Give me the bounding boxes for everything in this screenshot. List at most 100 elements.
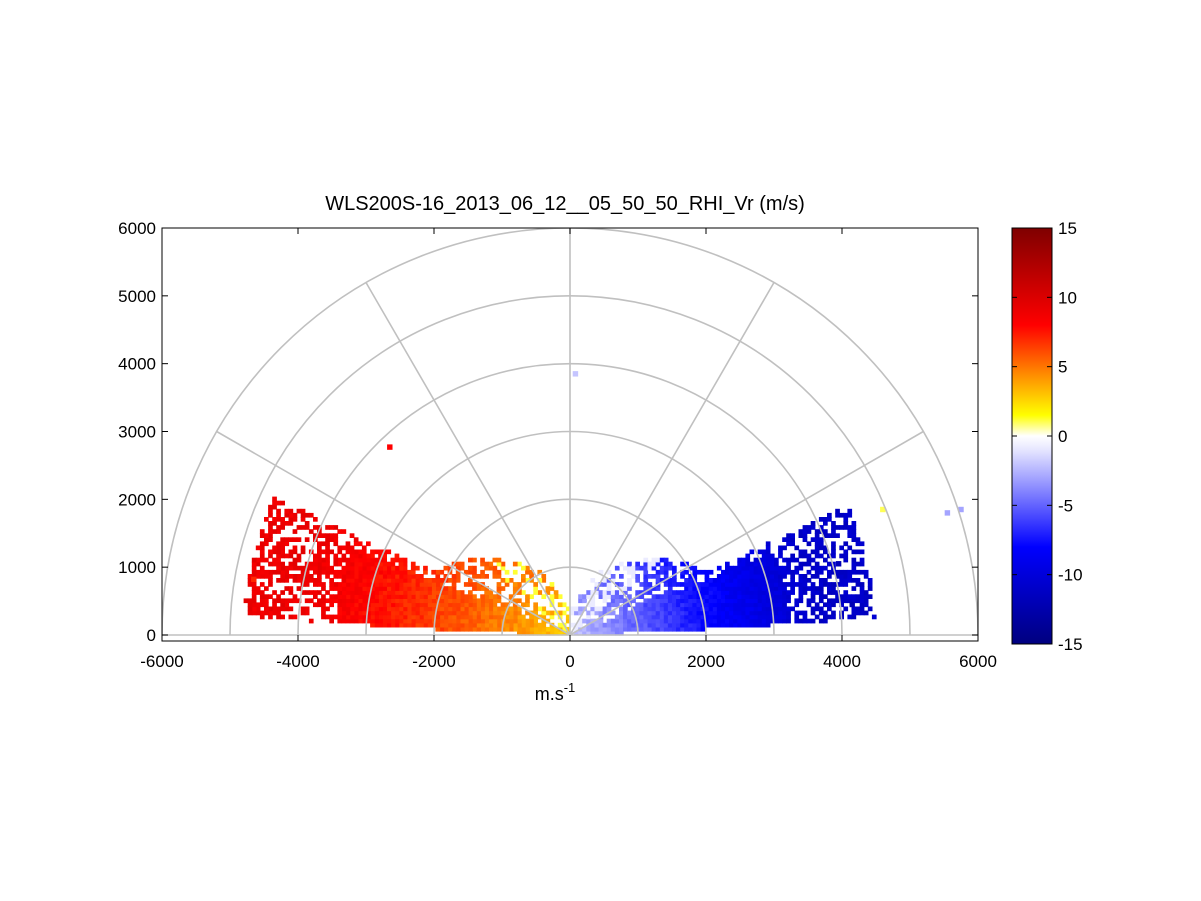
velocity-gate xyxy=(349,582,355,587)
velocity-gate xyxy=(843,569,849,575)
sparse-gate xyxy=(251,576,257,583)
velocity-gate xyxy=(259,582,265,587)
velocity-gate xyxy=(741,618,747,624)
velocity-gate xyxy=(541,594,547,599)
velocity-gate xyxy=(455,610,461,616)
velocity-gate xyxy=(749,614,755,620)
velocity-gate xyxy=(631,614,636,620)
velocity-gate xyxy=(753,586,759,591)
velocity-gate xyxy=(631,626,636,632)
velocity-gate xyxy=(684,626,689,632)
velocity-gate xyxy=(304,578,310,583)
velocity-gate xyxy=(647,622,653,628)
velocity-gate xyxy=(361,553,367,559)
velocity-gate xyxy=(402,606,408,612)
velocity-gate xyxy=(733,602,738,608)
velocity-gate xyxy=(386,598,392,604)
velocity-gate xyxy=(439,610,445,616)
velocity-gate xyxy=(798,549,804,555)
velocity-gate xyxy=(725,574,730,579)
velocity-gate xyxy=(329,614,334,620)
velocity-gate xyxy=(313,565,318,571)
velocity-gate xyxy=(749,549,755,555)
velocity-gate xyxy=(288,512,294,518)
velocity-gate xyxy=(725,610,730,616)
velocity-gate xyxy=(810,582,816,587)
velocity-gate xyxy=(643,590,649,595)
velocity-gate xyxy=(700,586,706,591)
velocity-gate xyxy=(594,582,600,587)
velocity-gate xyxy=(468,598,473,604)
velocity-gate xyxy=(496,610,502,616)
velocity-gate xyxy=(410,578,416,583)
velocity-gate xyxy=(447,590,453,595)
velocity-gate xyxy=(390,598,396,604)
velocity-gate xyxy=(606,626,612,632)
velocity-gate xyxy=(264,537,269,542)
velocity-gate xyxy=(264,606,269,612)
velocity-gate xyxy=(610,594,616,599)
x-tick-label: 4000 xyxy=(823,652,861,671)
velocity-gate xyxy=(651,565,657,571)
velocity-gate xyxy=(610,618,616,624)
velocity-gate xyxy=(753,561,759,567)
velocity-gate xyxy=(370,569,375,575)
velocity-gate xyxy=(541,626,547,632)
velocity-gate xyxy=(349,533,355,538)
velocity-gate xyxy=(667,582,673,587)
velocity-gate xyxy=(288,574,294,579)
velocity-gate xyxy=(806,561,812,567)
velocity-gate xyxy=(863,602,869,608)
velocity-gate xyxy=(639,602,645,608)
velocity-gate xyxy=(508,622,514,628)
velocity-gate xyxy=(374,549,379,555)
velocity-gate xyxy=(349,569,355,575)
velocity-gate xyxy=(484,565,489,571)
velocity-gate xyxy=(774,586,779,591)
velocity-gate xyxy=(749,574,755,579)
velocity-gate xyxy=(247,610,253,616)
velocity-gate xyxy=(370,578,375,583)
velocity-gate xyxy=(606,578,612,583)
velocity-gate xyxy=(700,622,706,628)
velocity-gate xyxy=(349,586,355,591)
velocity-gate xyxy=(508,594,514,599)
velocity-gate xyxy=(823,602,828,608)
velocity-gate xyxy=(712,582,718,587)
velocity-gate xyxy=(304,574,310,579)
velocity-gate xyxy=(651,557,657,563)
velocity-gate xyxy=(619,606,624,612)
velocity-gate xyxy=(729,582,734,587)
velocity-gate xyxy=(635,590,640,595)
velocity-gate xyxy=(341,606,347,612)
velocity-gate xyxy=(353,590,359,595)
velocity-gate xyxy=(402,565,408,571)
velocity-gate xyxy=(276,529,281,534)
velocity-gate xyxy=(357,586,363,591)
velocity-gate xyxy=(276,561,281,567)
velocity-gate xyxy=(272,557,277,563)
velocity-gate xyxy=(798,533,804,538)
velocity-gate xyxy=(337,569,343,575)
velocity-gate xyxy=(496,574,502,579)
velocity-gate xyxy=(508,626,514,632)
velocity-gate xyxy=(313,590,318,595)
velocity-gate xyxy=(333,537,339,542)
velocity-gate xyxy=(419,602,424,608)
velocity-gate xyxy=(598,606,604,612)
velocity-gate xyxy=(602,606,608,612)
velocity-gate xyxy=(757,574,763,579)
velocity-gate xyxy=(859,606,865,612)
velocity-gate xyxy=(606,582,612,587)
velocity-gate xyxy=(459,610,465,616)
velocity-gate xyxy=(296,525,302,530)
velocity-gate xyxy=(651,561,657,567)
velocity-gate xyxy=(431,606,436,612)
velocity-gate xyxy=(398,618,404,624)
velocity-gate xyxy=(863,594,869,599)
velocity-gate xyxy=(402,561,408,567)
velocity-gate xyxy=(512,622,518,628)
velocity-gate xyxy=(292,574,298,579)
velocity-gate xyxy=(423,622,428,628)
velocity-gate xyxy=(455,594,461,599)
